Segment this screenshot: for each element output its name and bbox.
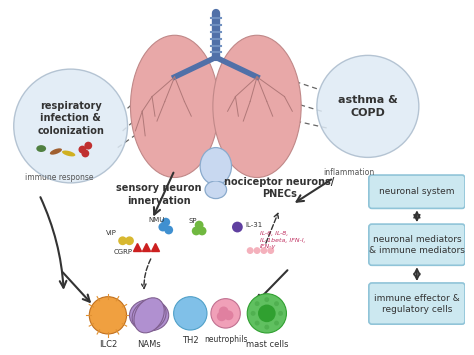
Circle shape — [84, 142, 92, 149]
Ellipse shape — [36, 145, 46, 152]
Circle shape — [251, 311, 255, 316]
Text: inflammation: inflammation — [324, 168, 375, 176]
Circle shape — [247, 294, 286, 333]
Circle shape — [192, 226, 201, 235]
Circle shape — [274, 321, 279, 326]
Text: NMU: NMU — [149, 217, 165, 223]
Text: CGRP: CGRP — [113, 248, 132, 255]
Text: IL-31: IL-31 — [245, 222, 263, 228]
Text: mast cells: mast cells — [246, 340, 288, 349]
Circle shape — [79, 146, 86, 153]
Ellipse shape — [130, 35, 219, 178]
Text: immune effector &
regulatory cells: immune effector & regulatory cells — [374, 294, 460, 313]
Text: neuronal system: neuronal system — [379, 187, 455, 196]
FancyBboxPatch shape — [369, 175, 465, 208]
Circle shape — [258, 305, 276, 322]
Ellipse shape — [134, 298, 164, 333]
Text: sensory neuron
innervation: sensory neuron innervation — [116, 184, 201, 206]
Circle shape — [198, 226, 207, 235]
Circle shape — [82, 149, 89, 157]
Circle shape — [264, 297, 269, 302]
Circle shape — [14, 69, 128, 183]
Circle shape — [255, 301, 260, 306]
Circle shape — [158, 223, 167, 231]
Circle shape — [260, 247, 267, 254]
Text: ILC2: ILC2 — [99, 340, 117, 349]
Ellipse shape — [200, 148, 231, 185]
FancyBboxPatch shape — [369, 224, 465, 265]
Circle shape — [173, 297, 207, 330]
Circle shape — [317, 55, 419, 157]
Circle shape — [211, 299, 240, 328]
Circle shape — [118, 236, 127, 245]
Text: VIP: VIP — [106, 230, 117, 236]
Bar — [211, 171, 221, 181]
Ellipse shape — [62, 151, 75, 157]
Ellipse shape — [132, 300, 166, 331]
Circle shape — [254, 247, 260, 254]
Circle shape — [217, 311, 227, 321]
Ellipse shape — [205, 181, 227, 198]
Text: IL-6, IL-8,
IL-1beta, IFN-l,
IFN-γ: IL-6, IL-8, IL-1beta, IFN-l, IFN-γ — [260, 231, 305, 249]
FancyBboxPatch shape — [369, 283, 465, 324]
Circle shape — [255, 321, 260, 326]
Circle shape — [224, 310, 234, 320]
Circle shape — [89, 297, 127, 334]
Text: neutrophils: neutrophils — [204, 335, 247, 344]
Ellipse shape — [50, 148, 62, 155]
Circle shape — [278, 311, 283, 316]
Text: SP: SP — [188, 218, 197, 224]
Circle shape — [264, 324, 269, 329]
Circle shape — [125, 236, 134, 245]
Text: nociceptor neurons/
PNECs: nociceptor neurons/ PNECs — [225, 176, 335, 199]
Ellipse shape — [213, 35, 301, 178]
Text: TH2: TH2 — [182, 336, 199, 345]
Circle shape — [195, 221, 203, 229]
Text: asthma &
COPD: asthma & COPD — [338, 95, 398, 118]
Circle shape — [274, 301, 279, 306]
Circle shape — [246, 247, 254, 254]
Text: NAMs: NAMs — [137, 340, 161, 349]
Text: neuronal mediators
& immune mediators: neuronal mediators & immune mediators — [369, 235, 465, 255]
Text: immune response: immune response — [25, 174, 93, 182]
Circle shape — [267, 247, 274, 254]
Ellipse shape — [129, 300, 169, 331]
Circle shape — [219, 306, 228, 316]
Circle shape — [164, 225, 173, 234]
Text: respiratory
infection &
colonization: respiratory infection & colonization — [37, 101, 104, 136]
Circle shape — [161, 218, 170, 226]
Circle shape — [232, 222, 243, 233]
